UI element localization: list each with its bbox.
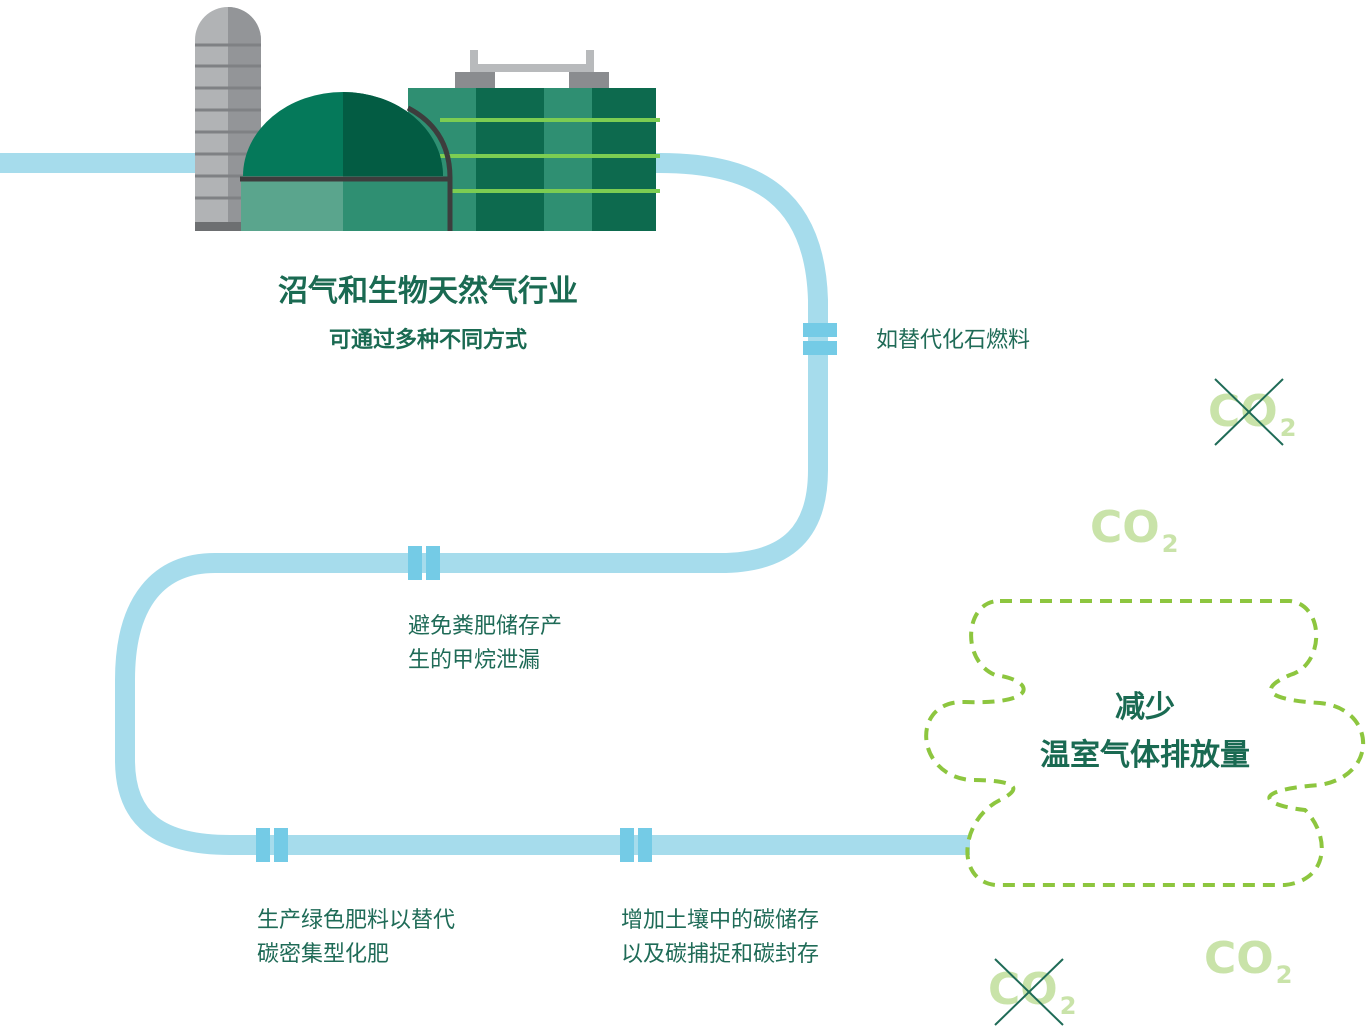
co2-sub: 2 bbox=[1059, 992, 1077, 1020]
step-line: 增加土壤中的碳储存 bbox=[621, 908, 820, 933]
step-line: 如替代化石燃料 bbox=[876, 328, 1031, 353]
step-green-fertiliser: 生产绿色肥料以替代 碳密集型化肥 bbox=[257, 904, 455, 972]
step-line: 生的甲烷泄漏 bbox=[408, 648, 541, 673]
co2-crossed-icon bbox=[1214, 378, 1284, 446]
pipe-joint bbox=[256, 828, 288, 862]
step-line: 以及碳捕捉和碳封存 bbox=[621, 942, 820, 967]
dashed-cloud-icon bbox=[924, 598, 1366, 887]
co2-sub: 2 bbox=[1161, 530, 1179, 558]
outcome-line-1: 减少 bbox=[1115, 690, 1175, 725]
pipe-joint bbox=[620, 828, 652, 862]
step-line: 避免粪肥储存产 bbox=[408, 614, 563, 639]
co2-marker: CO2 bbox=[1208, 390, 1297, 443]
step-line: 生产绿色肥料以替代 bbox=[257, 908, 456, 933]
co2-marker: CO2 bbox=[1090, 506, 1179, 559]
biogas-plant-icon bbox=[195, 7, 660, 231]
co2-sub: 2 bbox=[1275, 961, 1293, 989]
co2-text: CO bbox=[1208, 386, 1278, 437]
step-line: 碳密集型化肥 bbox=[257, 942, 390, 967]
co2-text: CO bbox=[1090, 502, 1160, 553]
pipe bbox=[0, 153, 970, 855]
step-avoid-methane: 避免粪肥储存产 生的甲烷泄漏 bbox=[408, 610, 562, 678]
pipe-joint bbox=[803, 323, 837, 355]
co2-crossed-icon bbox=[994, 958, 1064, 1026]
pipe-joint bbox=[408, 546, 440, 580]
co2-marker: CO2 bbox=[1204, 937, 1293, 990]
step-soil-carbon: 增加土壤中的碳储存 以及碳捕捉和碳封存 bbox=[621, 904, 819, 972]
outcome-line-2: 温室气体排放量 bbox=[1040, 738, 1250, 773]
industry-subtitle: 可通过多种不同方式 bbox=[328, 328, 527, 353]
co2-marker: CO2 bbox=[988, 968, 1077, 1021]
step-replace-fossil-fuel: 如替代化石燃料 bbox=[876, 324, 1030, 358]
co2-sub: 2 bbox=[1279, 414, 1297, 442]
industry-title: 沼气和生物天然气行业 bbox=[278, 274, 578, 309]
co2-text: CO bbox=[1204, 933, 1274, 984]
